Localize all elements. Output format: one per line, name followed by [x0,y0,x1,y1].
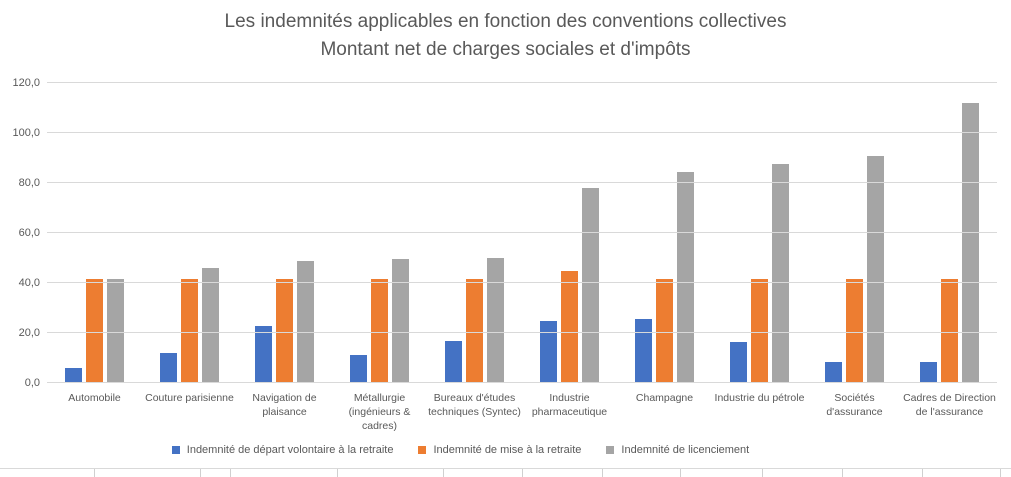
gridline [47,182,997,183]
worksheet-gridline-vertical [922,469,923,477]
gridline [47,282,997,283]
worksheet-gridline-vertical [200,469,201,477]
bar-series-2[interactable] [751,279,768,383]
chart-title-line1: Les indemnités applicables en fonction d… [224,11,787,32]
x-tick-label: Navigation de plaisance [252,392,317,418]
y-tick-label: 120,0 [12,77,40,89]
x-tick-label: Automobile [68,392,121,404]
worksheet-gridline-vertical [1000,469,1001,477]
bar-series-3[interactable] [677,171,694,383]
x-tick-label: Industrie du pétrole [714,392,805,404]
bar-series-2[interactable] [846,279,863,383]
bar-series-2[interactable] [276,279,293,383]
bar-series-3[interactable] [202,268,219,383]
plot-area [47,82,997,383]
bar-series-3[interactable] [107,279,124,383]
bar-group [902,83,997,383]
bar-group [522,83,617,383]
y-tick-label: 60,0 [18,227,40,239]
bar-series-1[interactable] [635,319,652,383]
x-tick-label: Industrie pharmaceutique [531,392,608,418]
bar-groups [47,83,997,383]
bar-series-2[interactable] [561,270,578,383]
bar-group [427,83,522,383]
x-axis: Automobile Couture parisienne Navigation d… [47,391,997,433]
bar-series-3[interactable] [962,103,979,383]
bar-series-1[interactable] [540,320,557,383]
worksheet-gridline-vertical [842,469,843,477]
worksheet-gridline-vertical [602,469,603,477]
bar-group [807,83,902,383]
x-tick-label: Champagne [635,392,694,404]
y-tick-label: 0,0 [24,377,40,389]
bar-series-2[interactable] [656,279,673,383]
bar-series-3[interactable] [772,164,789,383]
bar-series-3[interactable] [867,155,884,383]
bar-group [237,83,332,383]
legend-swatch-icon [171,446,180,454]
chart-title-line2: Montant net de charges sociales et d'imp… [320,39,691,60]
legend-item-1[interactable]: Indemnité de départ volontaire à la retr… [171,444,394,456]
bar-series-1[interactable] [350,355,367,383]
legend: Indemnité de départ volontaire à la retr… [0,444,921,456]
bar-group [142,83,237,383]
x-axis-line [47,382,997,383]
gridline [47,232,997,233]
bar-series-1[interactable] [255,325,272,383]
y-tick-label: 20,0 [18,327,40,339]
legend-swatch-icon [606,446,615,454]
bar-series-2[interactable] [86,279,103,383]
y-tick-label: 80,0 [18,177,40,189]
worksheet-gridline-vertical [762,469,763,477]
bar-series-1[interactable] [65,368,82,383]
legend-label: Indemnité de licenciement [621,444,750,456]
worksheet-gridline-vertical [443,469,444,477]
bar-group [47,83,142,383]
bar-series-3[interactable] [297,260,314,383]
worksheet-gridline-vertical [680,469,681,477]
worksheet-gridline-vertical [337,469,338,477]
bar-series-2[interactable] [941,279,958,383]
bar-series-1[interactable] [920,361,937,383]
gridline [47,132,997,133]
bar-group [332,83,427,383]
legend-swatch-icon [418,446,427,454]
x-tick-label: Cadres de Direction de l'assurance [903,392,996,418]
bar-series-3[interactable] [582,188,599,383]
legend-item-2[interactable]: Indemnité de mise à la retraite [418,444,581,456]
y-tick-label: 40,0 [18,277,40,289]
bar-series-1[interactable] [445,341,462,383]
gridline [47,82,997,83]
legend-label: Indemnité de départ volontaire à la retr… [186,444,394,456]
bar-series-3[interactable] [487,258,504,383]
x-tick-label: Sociétés d'assurance [826,392,883,418]
bar-series-1[interactable] [730,341,747,383]
worksheet-gridline-vertical [522,469,523,477]
x-tick-label: Couture parisienne [145,392,234,404]
bar-series-1[interactable] [160,353,177,383]
worksheet-gridline-vertical [230,469,231,477]
bar-series-2[interactable] [371,279,388,383]
bar-group [617,83,712,383]
worksheet-gridline-vertical [94,469,95,477]
bar-group [712,83,807,383]
chart-title[interactable]: Les indemnités applicables en fonction d… [0,8,1011,64]
worksheet-gridline-horizontal [0,468,1011,469]
bar-series-2[interactable] [181,279,198,383]
y-tick-label: 100,0 [12,127,40,139]
gridline [47,332,997,333]
bar-series-1[interactable] [825,361,842,383]
x-tick-label: Bureaux d'études techniques (Syntec) [428,392,521,418]
bar-series-2[interactable] [466,279,483,383]
legend-label: Indemnité de mise à la retraite [433,444,582,456]
legend-item-3[interactable]: Indemnité de licenciement [606,444,749,456]
bar-series-3[interactable] [392,259,409,383]
x-tick-label: Métallurgie (ingénieurs & cadres) [348,392,411,432]
